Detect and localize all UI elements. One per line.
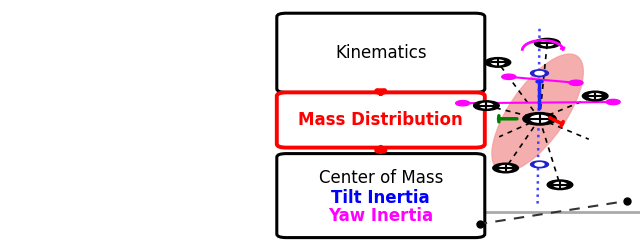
- FancyBboxPatch shape: [277, 92, 485, 148]
- Circle shape: [554, 182, 566, 187]
- Text: Kinematics: Kinematics: [335, 44, 427, 62]
- Circle shape: [493, 163, 518, 173]
- Circle shape: [547, 180, 573, 190]
- FancyBboxPatch shape: [277, 13, 485, 92]
- Circle shape: [535, 72, 544, 75]
- FancyBboxPatch shape: [277, 154, 485, 238]
- Circle shape: [474, 101, 499, 110]
- Circle shape: [492, 60, 504, 65]
- Circle shape: [531, 70, 548, 77]
- Circle shape: [531, 115, 548, 122]
- Circle shape: [523, 113, 556, 125]
- Text: Yaw Inertia: Yaw Inertia: [328, 207, 433, 225]
- Circle shape: [582, 91, 608, 101]
- Circle shape: [534, 38, 560, 48]
- Circle shape: [541, 41, 554, 46]
- Ellipse shape: [492, 54, 583, 172]
- Text: Tilt Inertia: Tilt Inertia: [332, 189, 430, 207]
- Circle shape: [606, 99, 620, 105]
- Circle shape: [499, 166, 512, 170]
- Circle shape: [456, 101, 470, 106]
- Circle shape: [502, 74, 516, 79]
- Text: Mass Distribution: Mass Distribution: [298, 111, 463, 129]
- Text: Center of Mass: Center of Mass: [319, 168, 443, 187]
- Circle shape: [569, 80, 583, 85]
- Circle shape: [535, 163, 544, 166]
- Circle shape: [531, 161, 548, 168]
- Circle shape: [485, 58, 511, 67]
- Circle shape: [589, 94, 602, 98]
- Circle shape: [480, 103, 493, 108]
